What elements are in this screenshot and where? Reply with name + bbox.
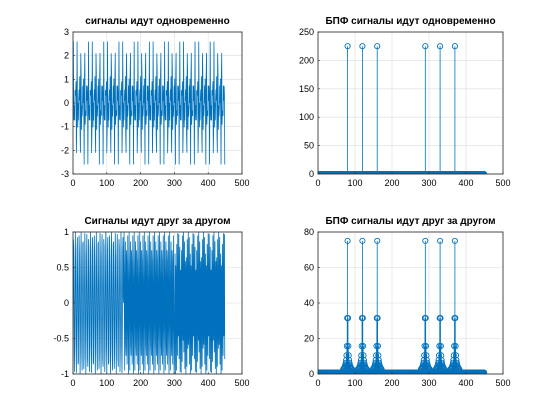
subplot-title: Сигналы идут друг за другом — [84, 216, 230, 227]
stem-marker — [451, 237, 458, 244]
x-tick-label: 500 — [234, 178, 249, 188]
stem-marker — [438, 356, 445, 364]
y-tick-label: 0 — [309, 369, 314, 379]
y-tick-label: 0 — [64, 98, 69, 108]
y-tick-label: 2 — [64, 51, 69, 61]
signal-line — [73, 41, 226, 165]
y-tick-label: -0.5 — [53, 334, 69, 344]
x-tick-label: 400 — [201, 178, 216, 188]
x-tick-label: 0 — [70, 378, 75, 388]
stem-marker — [360, 356, 367, 364]
y-tick-label: 3 — [64, 27, 69, 37]
stem-series — [318, 237, 488, 374]
x-tick-label: 500 — [495, 178, 510, 188]
stem-marker — [374, 342, 381, 350]
subplot-time-simultaneous: сигналы идут одновременно 0 100 200 300 400 5… — [61, 16, 250, 188]
x-tick-label: 200 — [133, 378, 148, 388]
x-tick-label: 0 — [70, 178, 75, 188]
y-tick-label: 150 — [299, 84, 314, 94]
x-tick-label: 100 — [99, 378, 114, 388]
y-tick-label: 100 — [299, 112, 314, 122]
stem-marker — [345, 342, 352, 350]
stem-marker — [374, 315, 381, 322]
x-tick-label: 500 — [234, 378, 249, 388]
plot-area — [317, 31, 504, 175]
stem-marker — [452, 352, 460, 359]
y-tick-label: 50 — [304, 141, 314, 151]
y-tick-label: 0.5 — [56, 263, 69, 273]
stem-marker — [359, 237, 366, 244]
stem-marker — [344, 43, 351, 50]
x-tick-label: 400 — [458, 378, 473, 388]
subplot-time-sequential: Сигналы идут друг за другом 0 100 200 300 40… — [53, 216, 249, 388]
subplot-fft-simultaneous: БПФ сигналы идут одновременно 0 100 200 300… — [299, 16, 511, 188]
stem-marker — [374, 237, 381, 244]
stem-marker — [374, 43, 381, 50]
y-tick-label: 0 — [64, 298, 69, 308]
x-tick-label: 400 — [458, 178, 473, 188]
stem-marker — [422, 342, 430, 350]
x-tick-label: 200 — [133, 178, 148, 188]
stem-marker — [359, 43, 366, 50]
y-tick-label: 250 — [299, 27, 314, 37]
y-tick-label: -3 — [61, 169, 69, 179]
x-tick-label: 0 — [315, 178, 320, 188]
x-tick-label: 100 — [347, 378, 362, 388]
stem-marker — [452, 315, 459, 322]
stem-marker — [437, 237, 444, 244]
stem-marker — [360, 352, 367, 359]
stem-marker — [437, 342, 444, 350]
stem-marker — [422, 237, 429, 244]
stem-marker — [345, 352, 352, 359]
y-tick-label: -1 — [61, 122, 69, 132]
y-tick-label: 40 — [304, 298, 314, 308]
stem-marker — [423, 356, 430, 364]
stem-marker — [481, 369, 488, 374]
x-tick-label: 400 — [201, 378, 216, 388]
stem-marker — [344, 237, 351, 244]
y-tick-label: 200 — [299, 55, 314, 65]
x-tick-label: 300 — [421, 378, 436, 388]
x-tick-label: 300 — [167, 178, 182, 188]
y-tick-label: -2 — [61, 145, 69, 155]
x-tick-label: 200 — [384, 178, 399, 188]
y-tick-label: 20 — [304, 334, 314, 344]
y-tick-label: 60 — [304, 263, 314, 273]
stem-marker — [437, 43, 444, 50]
stem-marker — [423, 352, 430, 359]
stem-marker — [344, 315, 352, 322]
y-tick-label: 1 — [64, 74, 69, 84]
stem-marker — [375, 352, 382, 359]
subplot-title: БПФ сигналы идут одновременно — [325, 16, 495, 27]
subplot-title: сигналы идут одновременно — [85, 16, 229, 27]
stem-marker — [375, 356, 382, 364]
stem-marker — [359, 315, 366, 322]
axes-border — [317, 31, 504, 175]
x-tick-label: 300 — [167, 378, 182, 388]
signal-line — [73, 232, 226, 374]
stem-marker — [453, 356, 460, 364]
y-tick-label: -1 — [61, 369, 69, 379]
subplot-fft-sequential: БПФ сигналы идут друг за другом 0 100 200 3… — [304, 216, 511, 388]
y-tick-label: 1 — [64, 227, 69, 237]
x-tick-label: 100 — [99, 178, 114, 188]
stem-marker — [452, 342, 459, 350]
y-tick-label: 0 — [309, 169, 314, 179]
x-tick-label: 200 — [384, 378, 399, 388]
stem-marker — [360, 342, 367, 350]
stem-marker — [451, 43, 458, 50]
stem-marker — [438, 352, 445, 359]
x-tick-label: 100 — [347, 178, 362, 188]
x-tick-label: 300 — [421, 178, 436, 188]
x-tick-label: 500 — [495, 378, 510, 388]
stem-marker — [346, 356, 353, 364]
stem-marker — [422, 315, 429, 322]
y-tick-label: 80 — [304, 227, 314, 237]
x-tick-label: 0 — [315, 378, 320, 388]
stem-marker — [422, 43, 429, 50]
subplot-title: БПФ сигналы идут друг за другом — [325, 216, 495, 227]
stem-marker — [437, 315, 444, 322]
